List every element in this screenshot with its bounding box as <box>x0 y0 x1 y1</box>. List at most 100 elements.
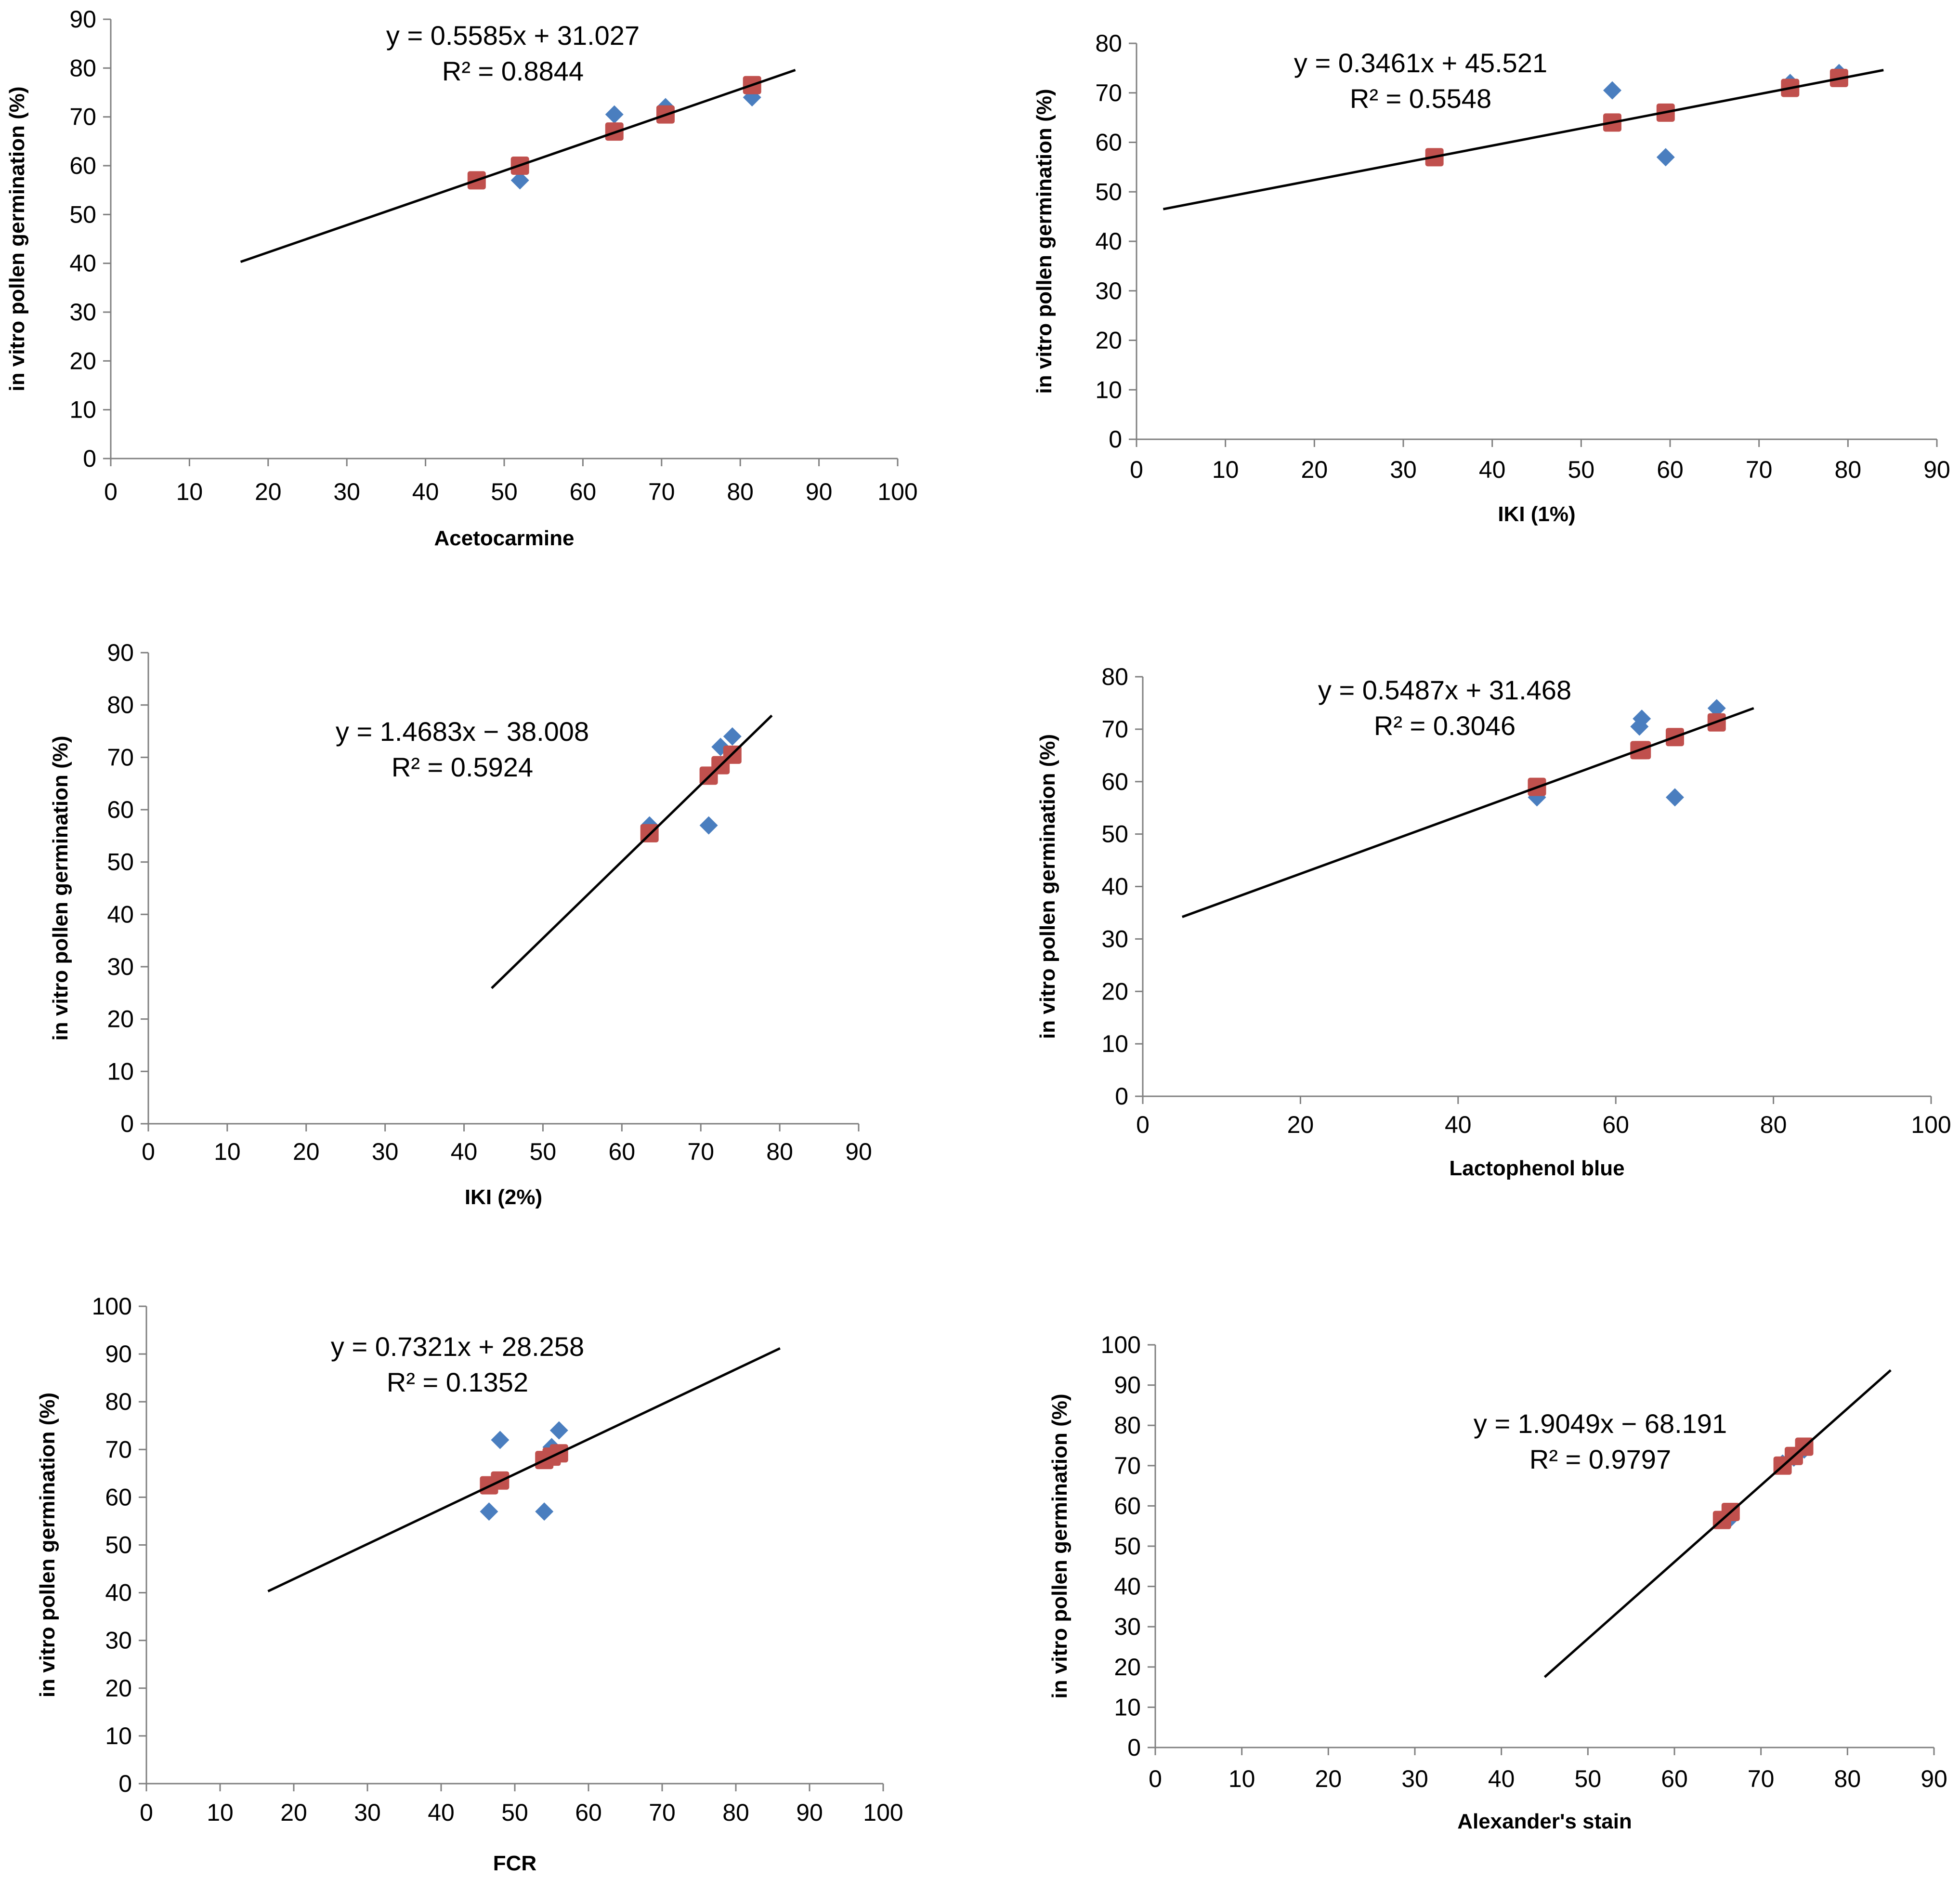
x-tick-label: 100 <box>863 1799 903 1826</box>
data-point-diamond <box>510 171 529 190</box>
data-point-diamond <box>605 105 624 124</box>
x-tick-label: 20 <box>293 1138 320 1165</box>
y-tick-label: 40 <box>107 901 134 928</box>
x-tick-label: 40 <box>428 1799 455 1826</box>
data-point-diamond <box>1603 81 1621 100</box>
y-tick-label: 80 <box>105 1388 132 1415</box>
x-tick-label: 60 <box>575 1799 602 1826</box>
chart-panel-5: 0 10 20 30 40 50 60 70 80 90 100 0 10 20 30 40 50 60 70 80 9… <box>36 1293 903 1875</box>
x-tick-label: 40 <box>1488 1765 1515 1792</box>
y-tick-label: 10 <box>1101 1030 1128 1057</box>
x-tick-label: 80 <box>1835 456 1862 483</box>
y-axis-label: in vitro pollen germination (%) <box>5 86 29 391</box>
x-tick-label: 20 <box>1301 456 1328 483</box>
chart-panel-4: 0 10 20 30 40 50 60 70 80 0 20 40 60 80 100 Lactophenol… <box>1036 663 1951 1180</box>
x-tick-label: 70 <box>1748 1765 1775 1792</box>
x-tick-label: 90 <box>806 478 833 505</box>
y-tick-label: 90 <box>107 639 134 666</box>
x-tick-label: 60 <box>1661 1765 1688 1792</box>
data-point-diamond <box>1633 710 1651 728</box>
data-point-diamond <box>1665 788 1684 807</box>
regression-equation: y = 0.5487x + 31.468 <box>1318 675 1571 705</box>
chart-panel-3: 0 10 20 30 40 50 60 70 80 90 0 10 20 30 40 50 60 70 80 90 IK… <box>49 639 872 1209</box>
x-tick-label: 60 <box>1602 1111 1629 1138</box>
x-axis-label: IKI (2%) <box>465 1185 542 1209</box>
y-tick-label: 50 <box>105 1532 132 1559</box>
trendline <box>1181 707 1754 918</box>
x-tick-label: 40 <box>412 478 439 505</box>
y-tick-label: 60 <box>1101 768 1128 795</box>
chart-panel-1: 0 10 20 30 40 50 60 70 80 90 0 10 20 30 40 50 60 70 80 90 10… <box>5 6 918 550</box>
y-tick-label: 0 <box>1127 1734 1141 1761</box>
y-tick-label: 60 <box>1114 1492 1141 1519</box>
x-axis-label: IKI (1%) <box>1498 502 1575 526</box>
x-tick-label: 0 <box>140 1799 153 1826</box>
data-point-diamond <box>723 727 742 746</box>
x-tick-label: 10 <box>1212 456 1239 483</box>
x-tick-label: 30 <box>1390 456 1417 483</box>
x-tick-label: 80 <box>727 478 754 505</box>
y-tick-label: 10 <box>105 1722 132 1749</box>
x-tick-label: 0 <box>1149 1765 1162 1792</box>
x-axis-label: Lactophenol blue <box>1449 1156 1624 1180</box>
r-squared: R² = 0.5548 <box>1350 83 1491 114</box>
y-tick-label: 0 <box>118 1770 132 1797</box>
y-tick-label: 0 <box>83 445 96 472</box>
x-tick-label: 20 <box>1287 1111 1314 1138</box>
y-tick-label: 20 <box>105 1675 132 1702</box>
y-tick-label: 80 <box>69 54 96 81</box>
y-tick-label: 60 <box>105 1484 132 1511</box>
x-tick-label: 90 <box>796 1799 823 1826</box>
y-tick-label: 50 <box>1095 178 1122 205</box>
data-point-diamond <box>699 816 718 835</box>
y-axis-label: in vitro pollen germination (%) <box>1032 89 1056 394</box>
x-tick-label: 30 <box>333 478 360 505</box>
x-tick-label: 90 <box>845 1138 872 1165</box>
y-tick-label: 40 <box>1114 1573 1141 1600</box>
x-tick-label: 50 <box>491 478 518 505</box>
y-tick-label: 60 <box>107 796 134 823</box>
x-axis-label: FCR <box>493 1852 536 1875</box>
y-tick-label: 40 <box>1095 228 1122 255</box>
x-axis-label: Acetocarmine <box>434 526 574 550</box>
x-tick-label: 20 <box>280 1799 307 1826</box>
x-tick-label: 0 <box>1136 1111 1150 1138</box>
y-tick-label: 80 <box>1114 1412 1141 1439</box>
x-tick-label: 50 <box>530 1138 557 1165</box>
chart-panel-6: 0 10 20 30 40 50 60 70 80 90 100 0 10 20 30 40 50 60 70 80 9… <box>1048 1331 1947 1833</box>
data-point-diamond <box>1656 148 1675 167</box>
y-tick-label: 30 <box>69 299 96 326</box>
trendline <box>267 1347 781 1592</box>
r-squared: R² = 0.5924 <box>392 752 533 782</box>
y-tick-label: 20 <box>1101 978 1128 1005</box>
y-tick-label: 30 <box>1095 277 1122 304</box>
y-tick-label: 10 <box>69 396 96 423</box>
x-tick-label: 50 <box>501 1799 528 1826</box>
y-tick-label: 30 <box>105 1627 132 1654</box>
y-tick-label: 30 <box>1101 925 1128 952</box>
y-tick-label: 80 <box>107 692 134 719</box>
x-tick-label: 60 <box>609 1138 636 1165</box>
y-tick-label: 60 <box>1095 129 1122 156</box>
x-tick-label: 40 <box>451 1138 478 1165</box>
x-tick-label: 80 <box>1834 1765 1861 1792</box>
x-tick-label: 70 <box>649 1799 676 1826</box>
y-tick-label: 70 <box>1095 79 1122 106</box>
x-tick-label: 20 <box>1315 1765 1342 1792</box>
y-tick-label: 20 <box>1095 327 1122 354</box>
y-tick-label: 100 <box>1101 1331 1141 1358</box>
y-tick-label: 30 <box>107 953 134 980</box>
y-tick-label: 10 <box>1114 1694 1141 1721</box>
x-tick-label: 40 <box>1479 456 1506 483</box>
regression-equation: y = 1.9049x − 68.191 <box>1474 1408 1727 1439</box>
y-tick-label: 40 <box>1101 873 1128 900</box>
y-tick-label: 20 <box>69 347 96 374</box>
y-tick-label: 10 <box>107 1058 134 1085</box>
x-tick-label: 40 <box>1445 1111 1472 1138</box>
x-tick-label: 10 <box>176 478 203 505</box>
y-tick-label: 0 <box>1115 1083 1128 1110</box>
y-axis-label: in vitro pollen germination (%) <box>49 736 72 1040</box>
x-tick-label: 10 <box>1228 1765 1255 1792</box>
y-tick-label: 0 <box>1109 426 1122 453</box>
